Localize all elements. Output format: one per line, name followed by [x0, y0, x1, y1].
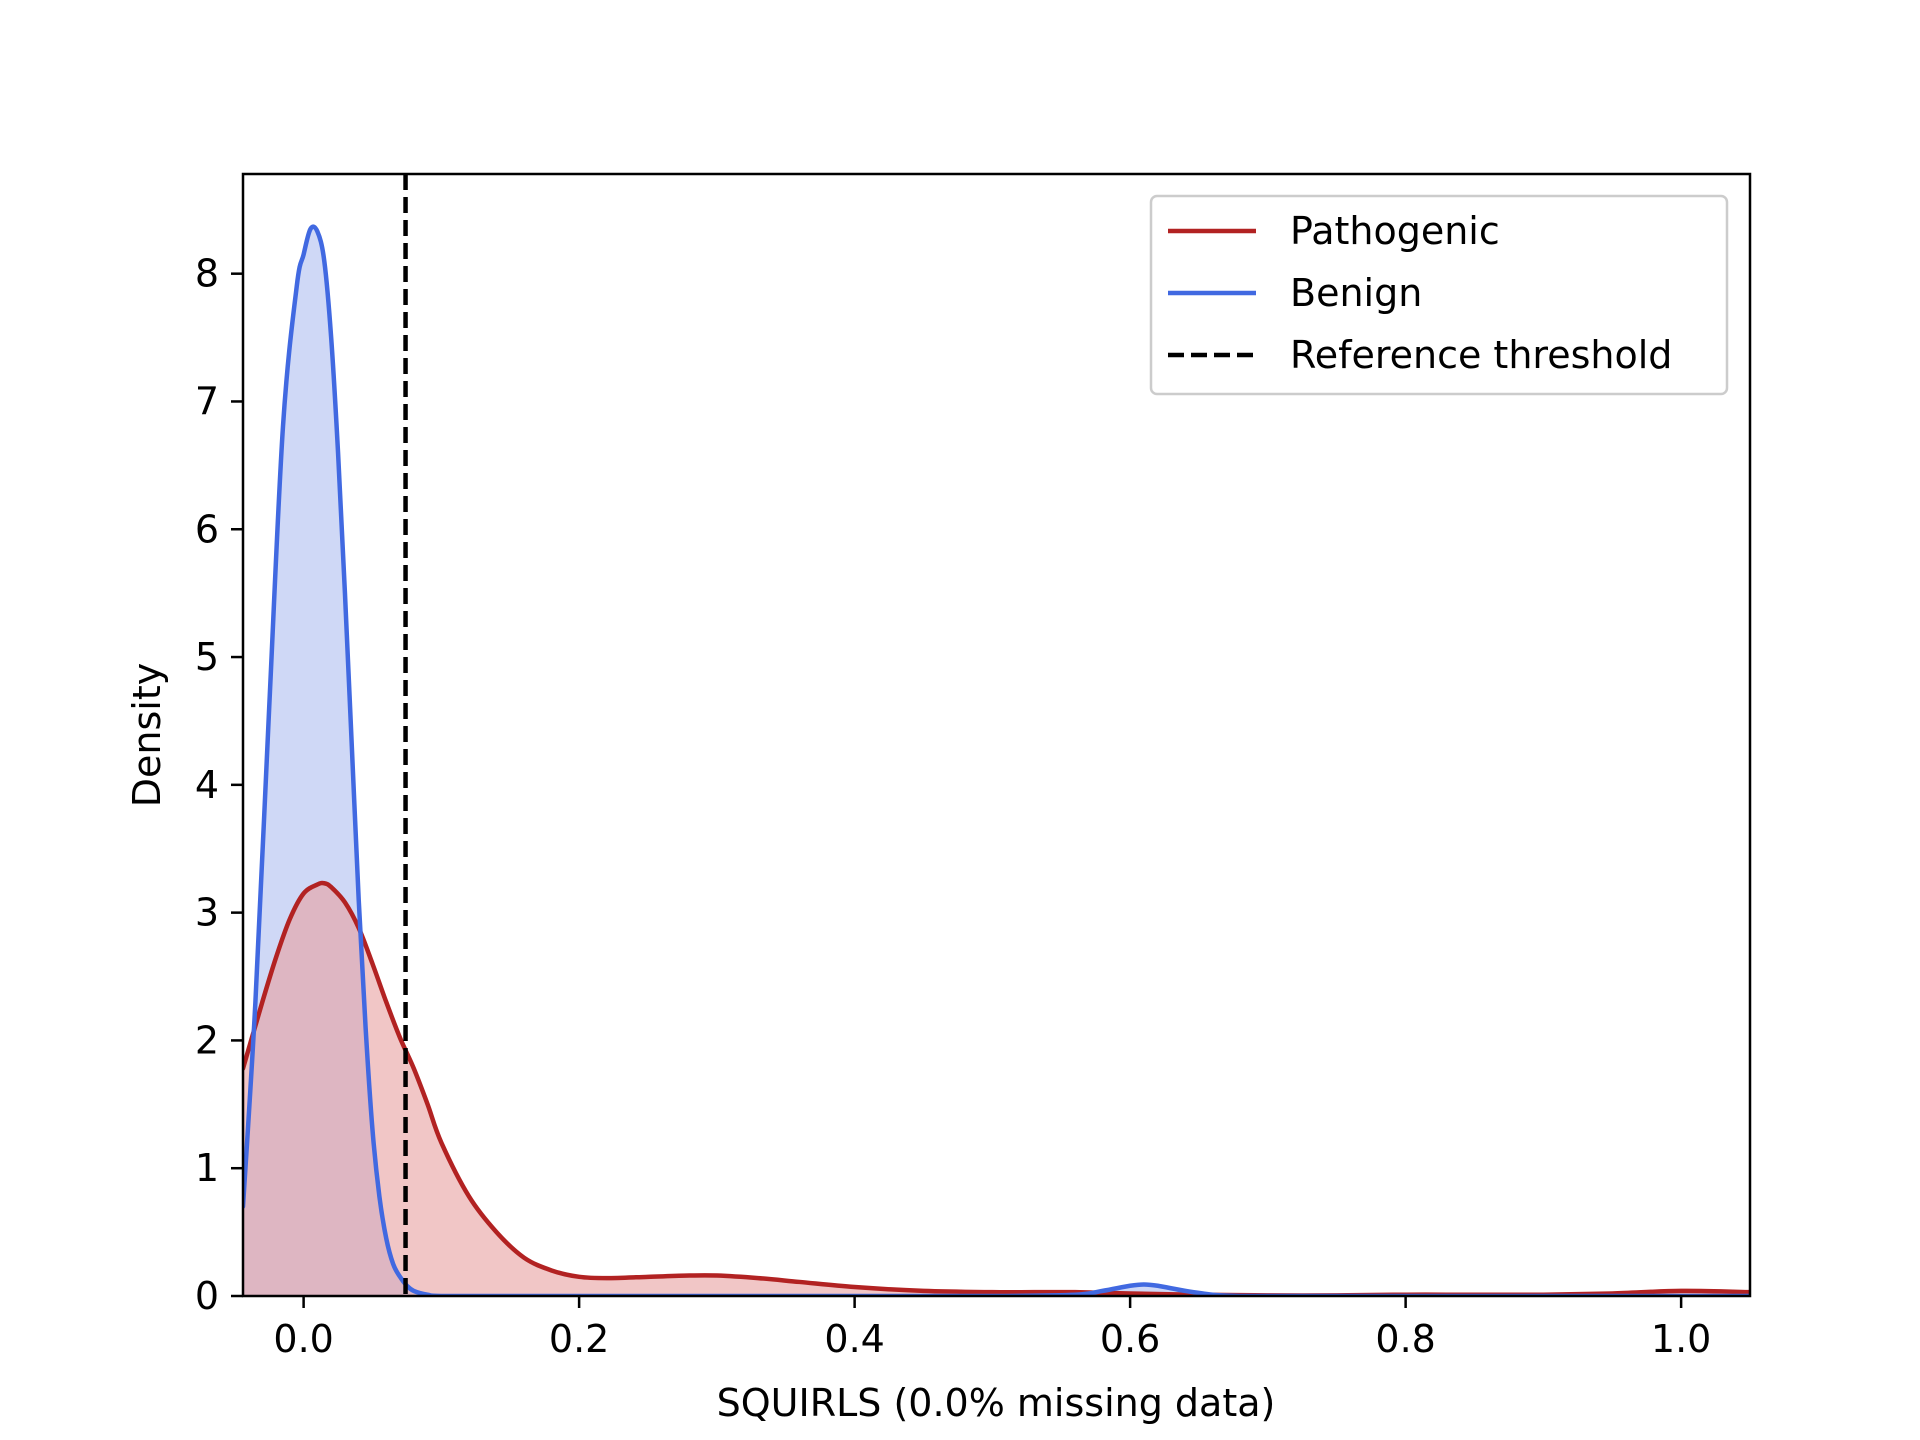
x-axis-ticks: 0.0 0.2 0.4 0.6 0.8 1.0 — [273, 1296, 1711, 1361]
y-tick-label: 0 — [195, 1274, 219, 1318]
density-areas — [243, 226, 1750, 1296]
legend-box — [1149, 194, 1729, 396]
x-tick-label: 1.0 — [1651, 1317, 1711, 1361]
y-axis-ticks: 0 1 2 3 4 5 6 7 8 — [195, 252, 243, 1318]
y-tick-label: 2 — [195, 1018, 219, 1062]
y-tick-label: 7 — [195, 379, 219, 423]
y-tick-label: 3 — [195, 891, 219, 935]
y-axis-label: Density — [125, 663, 169, 807]
y-tick-label: 4 — [195, 763, 219, 807]
y-tick-label: 5 — [195, 635, 219, 679]
y-tick-label: 8 — [195, 252, 219, 296]
y-tick-label: 1 — [195, 1146, 219, 1190]
x-tick-label: 0.2 — [549, 1317, 609, 1361]
benign-density-line — [243, 224, 1750, 1296]
plot-frame — [241, 172, 1752, 1298]
x-tick-label: 0.6 — [1100, 1317, 1160, 1361]
x-axis-label: SQUIRLS (0.0% missing data) — [717, 1381, 1276, 1425]
legend-label-benign: Benign — [1290, 271, 1422, 315]
x-tick-label: 0.4 — [824, 1317, 884, 1361]
y-tick-label: 6 — [195, 507, 219, 551]
legend: Pathogenic Benign Reference threshold — [1149, 194, 1729, 396]
x-tick-label: 0.8 — [1375, 1317, 1435, 1361]
legend-label-pathogenic: Pathogenic — [1290, 209, 1500, 253]
x-tick-label: 0.0 — [273, 1317, 333, 1361]
legend-label-reference-threshold: Reference threshold — [1290, 333, 1672, 377]
pathogenic-density-area — [243, 883, 1750, 1296]
